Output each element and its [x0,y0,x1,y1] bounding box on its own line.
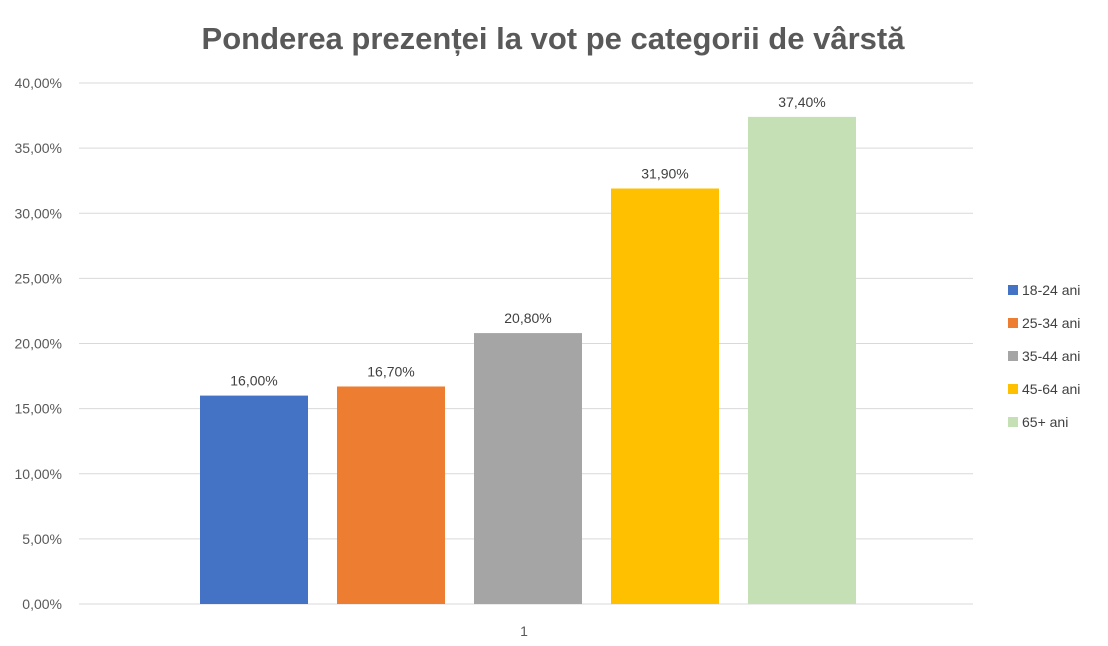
x-tick-label: 1 [520,623,528,639]
y-tick-label: 0,00% [22,596,62,612]
legend-label: 25-34 ani [1022,315,1080,331]
legend-label: 35-44 ani [1022,348,1080,364]
data-labels: 16,00% 16,70% 20,80% 31,90% 37,40% [230,94,825,389]
legend-item: 35-44 ani [1008,348,1080,364]
y-tick-label: 10,00% [15,466,62,482]
legend-swatch [1008,384,1018,394]
data-label: 31,90% [641,166,688,182]
legend-label: 18-24 ani [1022,282,1080,298]
bars [200,116,856,605]
y-axis-tick-labels: 0,00% 5,00% 10,00% 15,00% 20,00% 25,00% 30,00%… [15,75,62,612]
y-tick-label: 30,00% [15,205,62,221]
data-label: 20,80% [504,310,551,326]
y-tick-label: 15,00% [15,401,62,417]
legend-item: 45-64 ani [1008,381,1080,397]
data-label: 37,40% [778,94,825,110]
y-tick-label: 35,00% [15,140,62,156]
legend-swatch [1008,318,1018,328]
legend-item: 18-24 ani [1008,282,1080,298]
bar-25-34-ani [337,386,445,604]
bar-18-24-ani [200,395,308,604]
bar-35-44-ani [474,333,582,604]
bar-65-ani [748,116,856,605]
y-tick-label: 20,00% [15,336,62,352]
legend-swatch [1008,285,1018,295]
data-label: 16,00% [230,373,277,389]
legend-swatch [1008,417,1018,427]
data-label: 16,70% [367,363,414,379]
chart-title: Ponderea prezenței la vot pe categorii d… [202,21,906,56]
legend-swatch [1008,351,1018,361]
legend-item: 25-34 ani [1008,315,1080,331]
legend-item: 65+ ani [1008,414,1068,430]
legend-label: 65+ ani [1022,414,1068,430]
y-tick-label: 25,00% [15,270,62,286]
y-tick-label: 5,00% [22,531,62,547]
y-tick-label: 40,00% [15,75,62,91]
legend: 18-24 ani 25-34 ani 35-44 ani 45-64 ani 65+ … [1008,282,1080,430]
x-axis-tick-labels: 1 [520,623,528,639]
legend-label: 45-64 ani [1022,381,1080,397]
bar-45-64-ani [611,188,719,604]
